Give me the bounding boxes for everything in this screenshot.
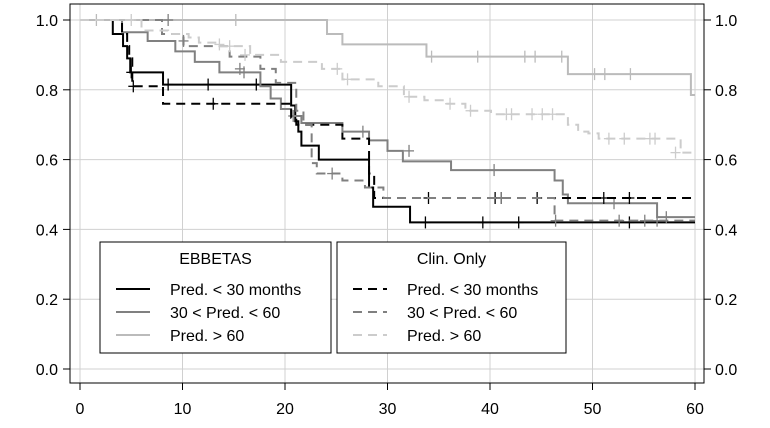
y-tick-label-left: 0.8 [36,83,58,100]
legend-0: EBBETAS Pred. < 30 months 30 < Pred. < 60 P… [99,241,332,354]
y-tick-label-left: 1.0 [36,13,58,30]
y-tick-label-right: 0.6 [715,153,737,170]
y-tick-label-right: 0.0 [715,362,737,379]
x-tick-label: 10 [174,401,192,418]
y-tick-label-right: 0.2 [715,292,737,309]
axes: 0 10 20 30 40 50 60 0.0 0.2 0.4 0.6 0.8 1.0 0.0 0.2 0.4… [36,13,738,418]
legend-title: Clin. Only [417,251,486,268]
km-curve-clinonly-3 [80,19,695,199]
y-tick-label-left: 0.2 [36,292,58,309]
x-tick-label: 30 [379,401,397,418]
km-curve-ebbetas-2 [80,19,695,97]
y-tick-label-right: 0.4 [715,222,737,239]
y-tick-label-right: 1.0 [715,13,737,30]
km-curve-clinonly-4 [80,19,695,222]
x-tick-label: 20 [276,401,294,418]
km-curve-ebbetas-1 [80,19,695,219]
legend-entry-label: Pred. > 60 [407,328,481,345]
y-tick-label-left: 0.6 [36,153,58,170]
x-tick-label: 50 [584,401,602,418]
legend-title: EBBETAS [179,251,252,268]
y-tick-label-left: 0.4 [36,222,58,239]
legend-entry-label: 30 < Pred. < 60 [407,305,517,322]
survival-curves [80,14,695,229]
y-tick-label-left: 0.0 [36,362,58,379]
x-tick-label: 60 [686,401,704,418]
x-tick-label: 40 [481,401,499,418]
x-tick-label: 0 [76,401,85,418]
legend-entry-label: Pred. < 30 months [407,282,538,299]
legend-entry-label: Pred. < 30 months [170,282,301,299]
legends: EBBETAS Pred. < 30 months 30 < Pred. < 60 P… [99,241,567,354]
y-tick-label-right: 0.8 [715,83,737,100]
legend-entry-label: Pred. > 60 [170,328,244,345]
legend-1: Clin. Only Pred. < 30 months 30 < Pred. < … [336,241,567,354]
legend-entry-label: 30 < Pred. < 60 [170,305,280,322]
km-curve-clinonly-5 [80,19,695,154]
